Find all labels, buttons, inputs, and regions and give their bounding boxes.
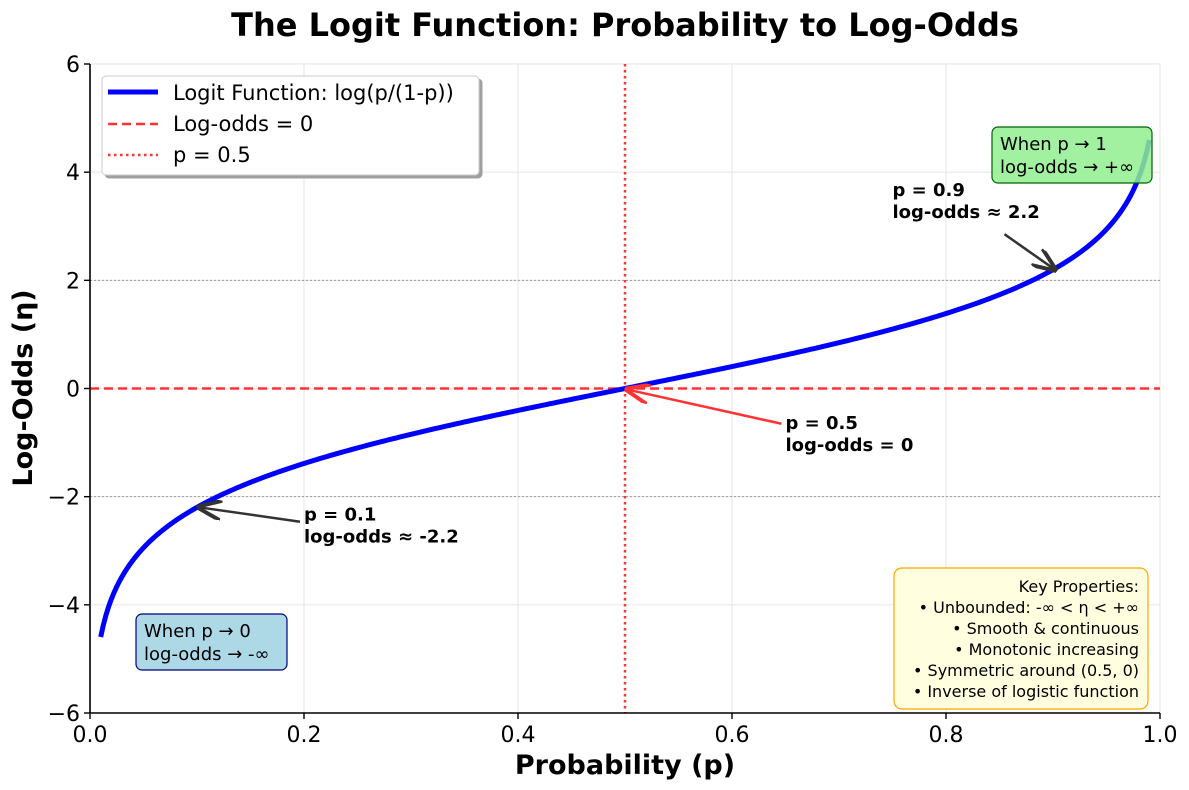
y-tick-label: −6 bbox=[48, 702, 80, 727]
annotation-label: log-odds ≈ 2.2 bbox=[893, 202, 1040, 223]
y-tick-label: 6 bbox=[66, 53, 80, 78]
y-axis-label: Log-Odds (η) bbox=[8, 289, 39, 486]
svg-text:log-odds → +∞: log-odds → +∞ bbox=[1000, 157, 1134, 178]
box-low: When p → 0 log-odds → -∞ bbox=[135, 613, 288, 671]
legend-entry-zero: Log-odds = 0 bbox=[173, 112, 313, 136]
x-tick-label: 1.0 bbox=[1143, 723, 1178, 748]
ticks: 0.0 0.2 0.4 0.6 0.8 1.0 −6 −4 −2 0 2 4 6 bbox=[48, 53, 1178, 748]
key-properties-box: Key Properties: • Unbounded: -∞ < η < +∞ •… bbox=[893, 567, 1149, 710]
svg-text:log-odds → -∞: log-odds → -∞ bbox=[144, 644, 270, 665]
x-tick-label: 0.2 bbox=[287, 723, 322, 748]
y-tick-label: 4 bbox=[66, 161, 80, 186]
y-tick-label: −4 bbox=[48, 594, 80, 619]
legend-entry-half: p = 0.5 bbox=[173, 143, 251, 167]
x-tick-label: 0.0 bbox=[73, 723, 108, 748]
annotation-label: p = 0.1 bbox=[304, 505, 376, 526]
x-tick-label: 0.4 bbox=[501, 723, 536, 748]
legend-entry-logit: Logit Function: log(p/(1-p)) bbox=[173, 81, 454, 105]
key-property-line: • Smooth & continuous bbox=[952, 619, 1139, 638]
y-tick-label: 0 bbox=[66, 378, 80, 403]
key-property-line: • Monotonic increasing bbox=[954, 640, 1139, 659]
key-property-line: • Unbounded: -∞ < η < +∞ bbox=[919, 598, 1139, 617]
annotation-label: p = 0.5 bbox=[786, 413, 858, 434]
legend: Logit Function: log(p/(1-p)) Log-odds = … bbox=[101, 75, 480, 176]
annotation-arrow bbox=[199, 507, 301, 523]
x-tick-label: 0.6 bbox=[715, 723, 750, 748]
annotation-arrow bbox=[1003, 233, 1056, 269]
y-tick-label: 2 bbox=[66, 269, 80, 294]
svg-text:When p → 1: When p → 1 bbox=[1000, 134, 1107, 155]
x-tick-label: 0.8 bbox=[929, 723, 964, 748]
box-high: When p → 1 log-odds → +∞ bbox=[991, 126, 1153, 184]
annotation-label: log-odds = 0 bbox=[786, 435, 914, 456]
key-property-line: • Symmetric around (0.5, 0) bbox=[913, 661, 1139, 680]
annotation-arrow bbox=[627, 390, 782, 425]
chart-title: The Logit Function: Probability to Log-O… bbox=[231, 6, 1019, 44]
svg-text:When p → 0: When p → 0 bbox=[144, 621, 251, 642]
key-property-line: Key Properties: bbox=[1019, 577, 1139, 596]
annotation-label: log-odds ≈ -2.2 bbox=[304, 527, 459, 548]
annotation-label: p = 0.9 bbox=[893, 180, 965, 201]
key-property-line: • Inverse of logistic function bbox=[913, 682, 1139, 701]
y-tick-label: −2 bbox=[48, 486, 80, 511]
x-axis-label: Probability (p) bbox=[515, 750, 735, 781]
